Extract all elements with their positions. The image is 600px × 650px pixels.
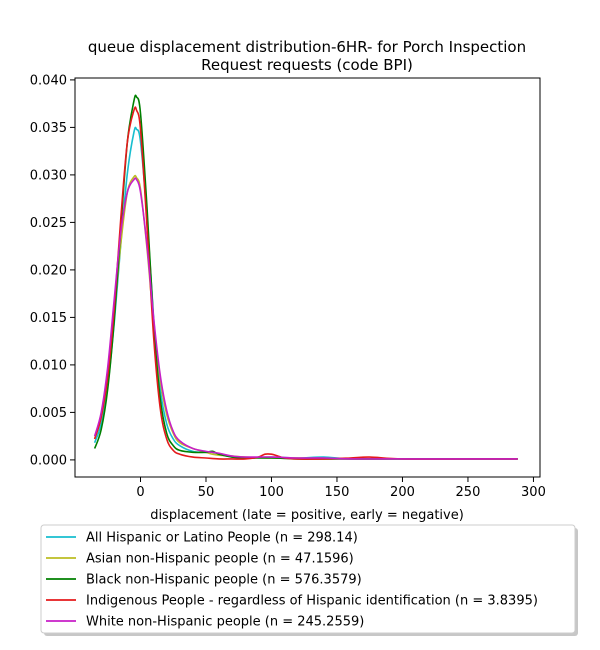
- legend-box: [40, 524, 576, 634]
- x-tick-label: 0: [136, 485, 144, 500]
- legend-label: Indigenous People - regardless of Hispan…: [86, 594, 538, 609]
- x-axis-label: displacement (late = positive, early = n…: [150, 508, 464, 523]
- y-tick-label: 0.000: [30, 453, 67, 468]
- legend-label: White non-Hispanic people (n = 245.2559): [86, 615, 364, 630]
- chart-title-line-2: Request requests (code BPI): [201, 56, 413, 74]
- y-tick-label: 0.025: [30, 216, 67, 231]
- x-axis: 0 50 100 150 200 250 300: [136, 477, 546, 500]
- legend: All Hispanic or Latino People (n = 298.1…: [40, 524, 578, 636]
- series-line-3: [93, 94, 518, 460]
- series-line-2: [93, 174, 518, 460]
- x-tick-label: 300: [521, 485, 546, 500]
- legend-items: All Hispanic or Latino People (n = 298.1…: [46, 531, 538, 630]
- x-tick-label: 250: [456, 485, 481, 500]
- x-tick-label: 200: [390, 485, 415, 500]
- x-tick-label: 100: [259, 485, 284, 500]
- y-tick-label: 0.015: [30, 311, 67, 326]
- series-line-4: [93, 106, 518, 460]
- y-axis: 0.000 0.005 0.010 0.015 0.020 0.025 0.030 0.035…: [30, 73, 75, 468]
- series-line-5: [93, 177, 518, 460]
- x-tick-label: 50: [198, 485, 215, 500]
- y-tick-label: 0.005: [30, 406, 67, 421]
- y-tick-label: 0.035: [30, 121, 67, 136]
- y-tick-label: 0.040: [30, 73, 67, 88]
- y-tick-label: 0.010: [30, 358, 67, 373]
- legend-label: Asian non-Hispanic people (n = 47.1596): [86, 552, 354, 567]
- x-tick-label: 150: [325, 485, 350, 500]
- legend-label: All Hispanic or Latino People (n = 298.1…: [86, 531, 358, 546]
- y-tick-label: 0.020: [30, 263, 67, 278]
- plot-frame: [74, 77, 541, 478]
- chart-title-line-1: queue displacement distribution-6HR- for…: [88, 38, 526, 56]
- legend-label: Black non-Hispanic people (n = 576.3579): [86, 573, 362, 588]
- series-line-1: [93, 126, 518, 460]
- y-tick-label: 0.030: [30, 168, 67, 183]
- plot-lines: [93, 94, 518, 460]
